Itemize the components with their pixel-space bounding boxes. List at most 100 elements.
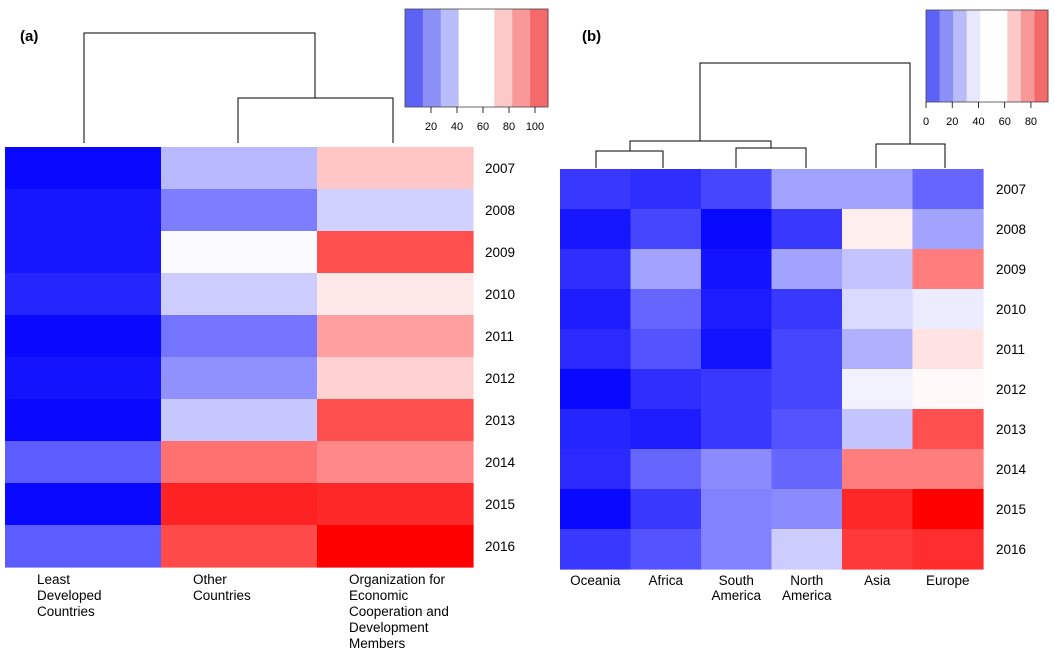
row-label: 2012 xyxy=(485,371,515,386)
heatmap-cell xyxy=(317,147,474,190)
colorbar-border xyxy=(404,8,549,108)
heatmap-cell xyxy=(560,489,632,530)
row-label: 2013 xyxy=(485,413,515,428)
heatmap-cell xyxy=(630,209,702,250)
column-label-line: Least xyxy=(37,572,70,587)
heatmap-cell xyxy=(630,289,702,330)
colorbar-segment xyxy=(458,9,477,107)
heatmap-cell xyxy=(317,231,474,274)
colorbar-segment xyxy=(993,10,1008,102)
colorbar-segment xyxy=(939,10,954,102)
heatmap-cell xyxy=(912,249,984,290)
heatmap-cell xyxy=(5,231,162,274)
column-label: Organization for Economic Cooperation and D… xyxy=(349,572,449,651)
heatmap-cell xyxy=(842,329,914,370)
colorbar-tick-label: 60 xyxy=(477,121,489,133)
heatmap-cell xyxy=(5,315,162,358)
heatmap-cell xyxy=(912,449,984,490)
colorbar-a: 20 40 60 80 100 xyxy=(404,8,549,133)
heatmap-cell xyxy=(161,525,318,568)
heatmap-cell xyxy=(317,315,474,358)
heatmap-cell xyxy=(912,369,984,410)
heatmap-cell xyxy=(701,169,773,210)
heatmap-cell xyxy=(560,369,632,410)
colorbar-segment xyxy=(422,9,442,107)
heatmap-cell xyxy=(771,449,843,490)
heatmap-cell xyxy=(842,209,914,250)
dendrogram-b-branch xyxy=(595,150,664,168)
heatmap-cell xyxy=(560,169,632,210)
heatmap-cell xyxy=(317,189,474,232)
heatmap-cell xyxy=(912,169,984,210)
dendrogram-b-branch xyxy=(629,140,772,151)
heatmap-cell xyxy=(912,529,984,570)
heatmap-cell xyxy=(842,489,914,530)
heatmap-cell xyxy=(630,449,702,490)
heatmap-cell xyxy=(161,315,318,358)
heatmap-cell xyxy=(317,441,474,484)
row-label: 2011 xyxy=(485,329,514,344)
column-label-line: South xyxy=(719,573,754,588)
heatmap-cell xyxy=(630,489,702,530)
heatmap-cell xyxy=(317,483,474,526)
heatmap-cell xyxy=(630,249,702,290)
heatmap-cell xyxy=(161,441,318,484)
panel-label-a: (a) xyxy=(20,28,38,45)
colorbar-segment xyxy=(512,9,531,107)
row-label: 2014 xyxy=(996,462,1027,477)
heatmap-cell xyxy=(842,449,914,490)
heatmap-cell xyxy=(317,273,474,316)
column-label-line: America xyxy=(782,588,832,603)
heatmap-cell xyxy=(771,329,843,370)
colorbar-border xyxy=(925,9,1049,103)
row-labels-a: 2007 2008 2009 2010 2011 2012 2013 2014 2015 2016 xyxy=(485,161,516,554)
heatmap-cell xyxy=(701,329,773,370)
column-label-line: Countries xyxy=(37,604,95,619)
heatmap-panel-a: (a) 2007 2008 2009 2010 2011 2012 2013 2014 2015… xyxy=(5,8,549,651)
heatmap-cell xyxy=(912,289,984,330)
heatmap-cell xyxy=(560,409,632,450)
heatmap-cell xyxy=(161,147,318,190)
colorbar-tick-label: 100 xyxy=(526,121,544,133)
column-label-line: Organization for xyxy=(349,572,446,587)
heatmap-cell xyxy=(161,273,318,316)
colorbar-tick-label: 80 xyxy=(503,121,515,133)
heatmap-cell xyxy=(842,529,914,570)
row-labels-b: 2007 2008 2009 2010 2011 2012 2013 2014 2015 2016 xyxy=(996,182,1027,557)
row-label: 2016 xyxy=(485,539,515,554)
row-label: 2007 xyxy=(485,161,515,176)
heatmap-cell xyxy=(701,249,773,290)
heatmap-cell xyxy=(771,369,843,410)
row-label: 2007 xyxy=(996,182,1026,197)
colorbar-segment xyxy=(966,10,981,102)
column-label-line: Developed xyxy=(37,588,102,603)
colorbar-tick-label: 60 xyxy=(999,116,1011,128)
heatmap-cell xyxy=(842,409,914,450)
colorbar-segment xyxy=(1020,10,1035,102)
heatmap-cell xyxy=(317,357,474,400)
heatmap-cell xyxy=(560,449,632,490)
colorbar-segment xyxy=(405,9,424,107)
column-label-line: North xyxy=(790,573,823,588)
column-label: Least Developed Countries xyxy=(37,572,102,619)
colorbar-tick-label: 20 xyxy=(946,116,958,128)
heatmap-cell xyxy=(317,399,474,442)
heatmap-cell xyxy=(771,209,843,250)
dendrogram-b xyxy=(595,62,946,168)
heatmap-cell xyxy=(771,249,843,290)
column-label: South America xyxy=(711,573,761,603)
heatmap-cell xyxy=(701,449,773,490)
row-label: 2008 xyxy=(996,222,1026,237)
heatmap-cell xyxy=(912,209,984,250)
dendrogram-a-branch xyxy=(83,32,316,143)
colorbar-segment xyxy=(926,10,941,102)
column-label: Africa xyxy=(648,573,683,588)
heatmap-cell xyxy=(701,369,773,410)
column-label-line: Europe xyxy=(926,573,970,588)
colorbar-segment xyxy=(494,9,513,107)
heatmap-cell xyxy=(842,169,914,210)
row-label: 2015 xyxy=(485,497,515,512)
heatmap-cell xyxy=(771,409,843,450)
